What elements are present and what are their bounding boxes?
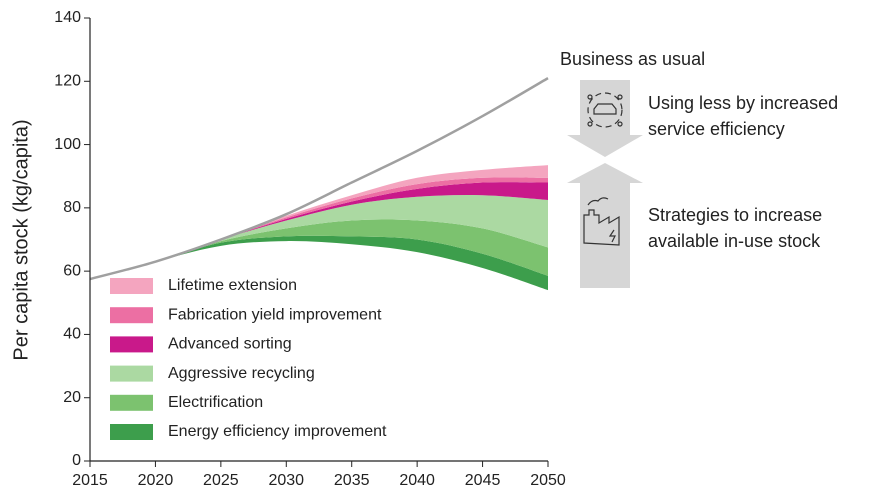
- x-tick-label: 2030: [268, 472, 304, 489]
- y-tick-label: 0: [72, 452, 81, 469]
- up-arrow: [567, 163, 643, 288]
- legend-swatch: [110, 278, 153, 294]
- legend-swatch: [110, 394, 153, 411]
- legend-label: Fabrication yield improvement: [168, 306, 382, 323]
- y-tick-label: 20: [63, 389, 81, 406]
- legend-swatch: [110, 424, 153, 440]
- legend-label: Electrification: [168, 394, 263, 411]
- annotation: Using less by increased: [648, 93, 838, 113]
- x-tick-label: 2050: [530, 472, 566, 489]
- area-band: [90, 182, 548, 280]
- legend-label: Advanced sorting: [168, 336, 292, 353]
- x-tick-label: 2020: [138, 472, 174, 489]
- x-tick-label: 2015: [72, 472, 108, 489]
- reference-label: Business as usual: [560, 49, 705, 69]
- y-tick-label: 100: [54, 136, 81, 153]
- plot: [89, 77, 549, 291]
- x-tick-label: 2025: [203, 472, 239, 489]
- area-band: [90, 219, 548, 280]
- y-tick-label: 80: [63, 199, 81, 216]
- legend-label: Energy efficiency improvement: [168, 423, 387, 440]
- down-arrow: [567, 80, 643, 157]
- factory-icon: [583, 197, 620, 246]
- legend-swatch: [110, 336, 153, 353]
- area-band: [90, 195, 548, 280]
- y-axis-label: Per capita stock (kg/capita): [10, 119, 32, 360]
- y-tick-label: 120: [54, 73, 81, 90]
- legend-label: Lifetime extension: [168, 277, 297, 294]
- x-tick-label: 2045: [465, 472, 501, 489]
- car-icon: [587, 92, 623, 128]
- annotation: available in-use stock: [648, 231, 821, 251]
- legend-swatch: [110, 307, 153, 324]
- y-tick-label: 140: [54, 9, 81, 26]
- annotation: Strategies to increase: [648, 205, 822, 225]
- area-band: [90, 165, 548, 280]
- x-tick-label: 2040: [399, 472, 435, 489]
- reference-line: [89, 77, 549, 281]
- y-tick-label: 60: [63, 262, 81, 279]
- annotation: service efficiency: [648, 119, 785, 139]
- y-tick-label: 40: [63, 326, 81, 343]
- x-tick-label: 2035: [334, 472, 370, 489]
- legend-swatch: [110, 365, 153, 382]
- area-band: [90, 235, 548, 291]
- legend-label: Aggressive recycling: [168, 365, 315, 382]
